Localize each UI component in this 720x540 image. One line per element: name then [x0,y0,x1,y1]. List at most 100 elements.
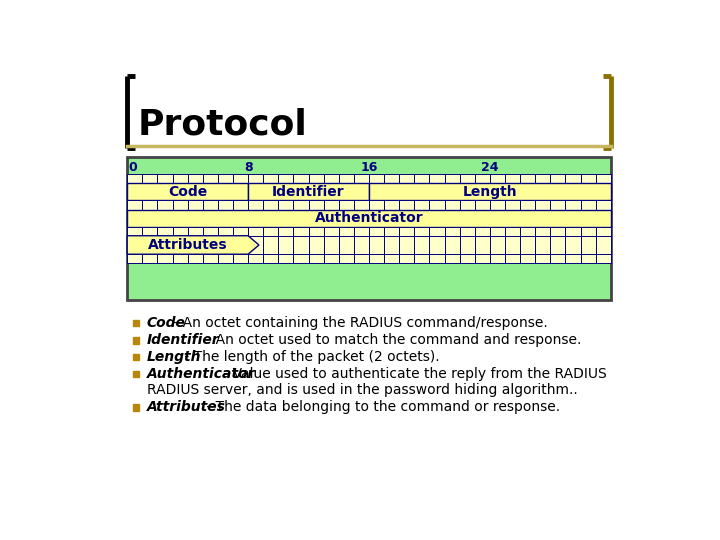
Bar [490,236,505,254]
Bar [127,174,143,184]
Bar [248,174,264,184]
Bar [203,236,218,254]
Bar [188,174,203,184]
Bar [143,200,158,210]
Bar [384,226,399,236]
Bar [565,226,580,236]
Bar [444,226,459,236]
Bar [279,174,294,184]
Bar [218,236,233,254]
Text: Length: Length [462,185,517,199]
Bar [535,200,550,210]
Bar [132,354,139,361]
Bar [339,254,354,264]
Bar [490,254,505,264]
Bar [399,236,414,254]
Bar [474,236,490,254]
Bar [248,200,264,210]
Polygon shape [127,236,259,254]
Bar [384,174,399,184]
Bar [324,236,339,254]
Bar [399,200,414,210]
Bar [505,254,520,264]
Bar [309,226,324,236]
Bar [158,236,173,254]
Bar [369,174,384,184]
Bar [459,254,474,264]
Bar [550,174,565,184]
Bar [520,236,535,254]
Bar [127,236,143,254]
Bar [203,200,218,210]
Text: Protocol: Protocol [138,108,308,142]
Bar [294,226,309,236]
Bar [218,200,233,210]
Bar [248,236,264,254]
Bar [459,226,474,236]
Bar [309,200,324,210]
Bar [505,226,520,236]
Bar [490,174,505,184]
Bar [279,200,294,210]
Bar [354,236,369,254]
Text: - The length of the packet (2 octets).: - The length of the packet (2 octets). [180,350,440,365]
Bar [580,226,595,236]
Bar [490,200,505,210]
Bar [324,254,339,264]
Text: 16: 16 [360,161,378,174]
Bar [309,174,324,184]
Bar [595,236,611,254]
Bar [158,254,173,264]
Bar [188,200,203,210]
Bar [173,236,188,254]
Text: - Value used to authenticate the reply from the RADIUS: - Value used to authenticate the reply f… [219,367,607,381]
Bar [595,200,611,210]
Bar [127,200,143,210]
Bar [309,236,324,254]
Bar [143,174,158,184]
Bar [595,254,611,264]
Bar [132,338,139,343]
Bar [294,254,309,264]
Text: - An octet containing the RADIUS command/response.: - An octet containing the RADIUS command… [169,316,548,330]
Bar [490,226,505,236]
Bar [474,174,490,184]
Text: - An octet used to match the command and response.: - An octet used to match the command and… [202,334,582,347]
Bar [580,254,595,264]
Bar [158,174,173,184]
Bar [505,200,520,210]
Bar [444,236,459,254]
Bar [354,254,369,264]
Bar [414,254,429,264]
Bar [264,254,279,264]
Bar [550,200,565,210]
Text: Identifier: Identifier [147,334,219,347]
Bar [369,200,384,210]
Bar [414,200,429,210]
Bar [474,254,490,264]
Bar [565,236,580,254]
Bar [173,226,188,236]
Bar [580,200,595,210]
Bar [309,254,324,264]
Bar [429,254,444,264]
Bar [132,372,139,377]
Bar [294,236,309,254]
Bar [143,236,158,254]
Bar [384,254,399,264]
Bar [580,174,595,184]
Bar [264,226,279,236]
Bar [429,226,444,236]
Bar [264,200,279,210]
Bar [354,174,369,184]
Text: Code: Code [147,316,186,330]
Bar [565,174,580,184]
Bar [132,404,139,410]
Bar [399,174,414,184]
Bar [459,236,474,254]
Bar [324,200,339,210]
Bar [354,226,369,236]
Bar [369,184,611,200]
Bar [233,254,248,264]
Bar [188,254,203,264]
